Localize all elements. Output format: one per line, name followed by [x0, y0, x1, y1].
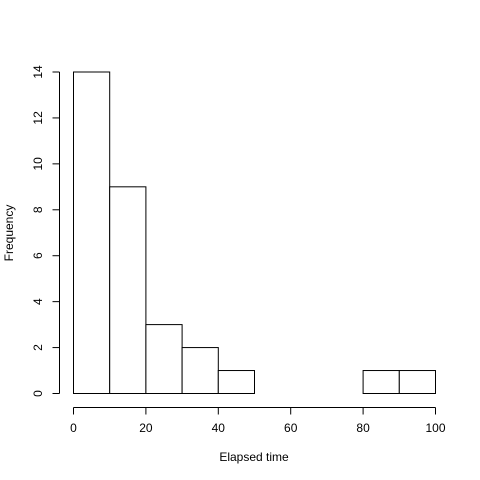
histogram-bar-1 — [109, 186, 147, 394]
x-tick-label-2: 40 — [212, 421, 226, 435]
y-tick-label-5: 10 — [31, 157, 45, 171]
y-tick-label-7: 14 — [31, 65, 45, 79]
y-tick-label-0: 0 — [31, 390, 45, 397]
y-tick-label-3: 6 — [31, 252, 45, 259]
y-tick-label-1: 2 — [31, 344, 45, 351]
y-tick-label-4: 8 — [31, 206, 45, 213]
y-tick-label-2: 4 — [31, 298, 45, 305]
x-tick-label-3: 60 — [284, 421, 298, 435]
y-tick-label-6: 12 — [31, 111, 45, 125]
x-tick-label-4: 80 — [356, 421, 370, 435]
histogram-bar-0 — [73, 71, 111, 394]
histogram-bar-9 — [398, 370, 436, 394]
histogram-bar-2 — [145, 324, 183, 395]
histogram-bar-4 — [217, 370, 256, 394]
histogram-bars — [73, 71, 436, 395]
y-axis-title: Frequency — [2, 205, 16, 262]
x-axis-title: Elapsed time — [219, 450, 289, 464]
x-tick-label-1: 20 — [139, 421, 153, 435]
x-axis: 0 20 40 60 80 100 — [70, 407, 446, 435]
x-tick-label-0: 0 — [70, 421, 77, 435]
histogram-bar-8 — [362, 370, 400, 394]
histogram-bar-3 — [181, 347, 219, 395]
x-tick-label-5: 100 — [425, 421, 445, 435]
y-axis: 0 2 4 6 8 10 12 14 — [31, 65, 60, 397]
